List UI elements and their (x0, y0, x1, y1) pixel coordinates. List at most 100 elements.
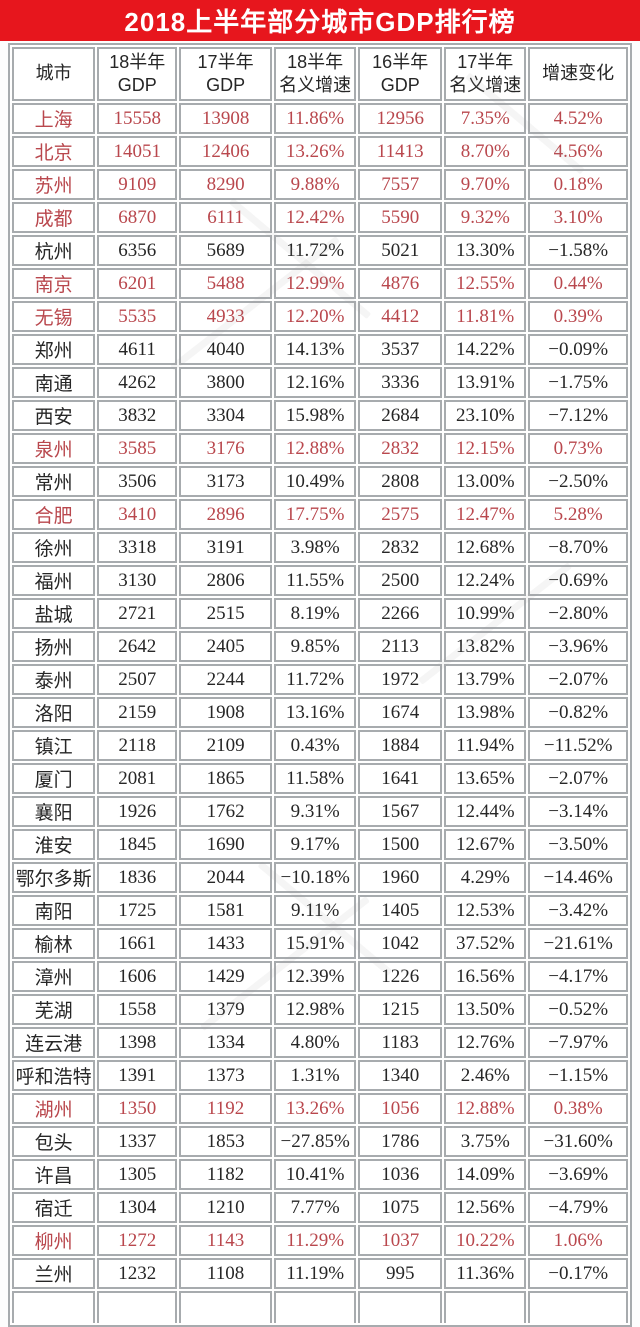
value-cell: 2044 (179, 862, 273, 893)
city-cell: 郑州 (12, 334, 96, 365)
table-row: 南京 6201 5488 12.99% 4876 12.55% 0.44% (12, 268, 628, 299)
value-cell: −14.46% (528, 862, 628, 893)
value-cell: 12.47% (444, 499, 527, 530)
value-cell: 2808 (358, 466, 443, 497)
value-cell: 1972 (358, 664, 443, 695)
value-cell: 13.30% (444, 235, 527, 266)
value-cell: 9.32% (444, 202, 527, 233)
value-cell: 1272 (97, 1225, 178, 1256)
value-cell: 2113 (358, 631, 443, 662)
value-cell: 13.82% (444, 631, 527, 662)
city-cell: 漳州 (12, 961, 96, 992)
value-cell: 1143 (179, 1225, 273, 1256)
city-cell: 常州 (12, 466, 96, 497)
value-cell: 12.24% (444, 565, 527, 596)
value-cell: 1226 (358, 961, 443, 992)
value-cell: 3191 (179, 532, 273, 563)
table-body: 上海 15558 13908 11.86% 12956 7.35% 4.52% 北京 14051… (12, 103, 628, 1323)
value-cell: 5.28% (528, 499, 628, 530)
table-row: 兰州 1232 1108 11.19% 995 11.36% −0.17% (12, 1258, 628, 1289)
empty-cell (274, 1291, 357, 1323)
table-row: 北京 14051 12406 13.26% 11413 8.70% 4.56% (12, 136, 628, 167)
value-cell: 5689 (179, 235, 273, 266)
value-cell: 1853 (179, 1126, 273, 1157)
value-cell: −2.80% (528, 598, 628, 629)
value-cell: 0.39% (528, 301, 628, 332)
city-cell: 厦门 (12, 763, 96, 794)
value-cell: 4.80% (274, 1027, 357, 1058)
value-cell: 3336 (358, 367, 443, 398)
value-cell: 2507 (97, 664, 178, 695)
value-cell: 17.75% (274, 499, 357, 530)
value-cell: 0.43% (274, 730, 357, 761)
value-cell: 3537 (358, 334, 443, 365)
value-cell: 2684 (358, 400, 443, 431)
table-row: 厦门 2081 1865 11.58% 1641 13.65% −2.07% (12, 763, 628, 794)
empty-cell (528, 1291, 628, 1323)
value-cell: 995 (358, 1258, 443, 1289)
city-cell: 西安 (12, 400, 96, 431)
value-cell: 1183 (358, 1027, 443, 1058)
value-cell: 13.79% (444, 664, 527, 695)
value-cell: 1405 (358, 895, 443, 926)
value-cell: 5488 (179, 268, 273, 299)
table-row: 淮安 1845 1690 9.17% 1500 12.67% −3.50% (12, 829, 628, 860)
value-cell: 1558 (97, 994, 178, 1025)
value-cell: −2.07% (528, 664, 628, 695)
empty-cell (97, 1291, 178, 1323)
city-cell: 合肥 (12, 499, 96, 530)
value-cell: −1.58% (528, 235, 628, 266)
value-cell: 12.53% (444, 895, 527, 926)
value-cell: 12.76% (444, 1027, 527, 1058)
table-row: 苏州 9109 8290 9.88% 7557 9.70% 0.18% (12, 169, 628, 200)
city-cell: 扬州 (12, 631, 96, 662)
value-cell: 4040 (179, 334, 273, 365)
value-cell: 11.94% (444, 730, 527, 761)
table-row: 徐州 3318 3191 3.98% 2832 12.68% −8.70% (12, 532, 628, 563)
value-cell: 1.31% (274, 1060, 357, 1091)
table-row: 南阳 1725 1581 9.11% 1405 12.53% −3.42% (12, 895, 628, 926)
value-cell: 8.19% (274, 598, 357, 629)
value-cell: 1500 (358, 829, 443, 860)
value-cell: 12.88% (274, 433, 357, 464)
value-cell: 4.56% (528, 136, 628, 167)
value-cell: 13.26% (274, 136, 357, 167)
value-cell: −3.42% (528, 895, 628, 926)
value-cell: 3176 (179, 433, 273, 464)
value-cell: 11.81% (444, 301, 527, 332)
city-cell: 宿迁 (12, 1192, 96, 1223)
value-cell: 11.86% (274, 103, 357, 134)
value-cell: −1.15% (528, 1060, 628, 1091)
value-cell: 3800 (179, 367, 273, 398)
value-cell: 1926 (97, 796, 178, 827)
table-row: 芜湖 1558 1379 12.98% 1215 13.50% −0.52% (12, 994, 628, 1025)
value-cell: −27.85% (274, 1126, 357, 1157)
value-cell: −0.52% (528, 994, 628, 1025)
value-cell: 8.70% (444, 136, 527, 167)
value-cell: 4876 (358, 268, 443, 299)
value-cell: 1379 (179, 994, 273, 1025)
city-cell: 盐城 (12, 598, 96, 629)
city-cell: 呼和浩特 (12, 1060, 96, 1091)
value-cell: 0.18% (528, 169, 628, 200)
value-cell: 6870 (97, 202, 178, 233)
value-cell: 3.10% (528, 202, 628, 233)
city-cell: 许昌 (12, 1159, 96, 1190)
value-cell: 1762 (179, 796, 273, 827)
value-cell: 1304 (97, 1192, 178, 1223)
table-row: 盐城 2721 2515 8.19% 2266 10.99% −2.80% (12, 598, 628, 629)
value-cell: −31.60% (528, 1126, 628, 1157)
value-cell: 2575 (358, 499, 443, 530)
value-cell: 10.99% (444, 598, 527, 629)
value-cell: 6111 (179, 202, 273, 233)
value-cell: −0.82% (528, 697, 628, 728)
column-header: 18半年 GDP (97, 47, 178, 101)
city-cell: 柳州 (12, 1225, 96, 1256)
value-cell: 3506 (97, 466, 178, 497)
city-cell: 镇江 (12, 730, 96, 761)
value-cell: 6356 (97, 235, 178, 266)
value-cell: 13.16% (274, 697, 357, 728)
value-cell: −3.50% (528, 829, 628, 860)
value-cell: 1674 (358, 697, 443, 728)
value-cell: 15558 (97, 103, 178, 134)
